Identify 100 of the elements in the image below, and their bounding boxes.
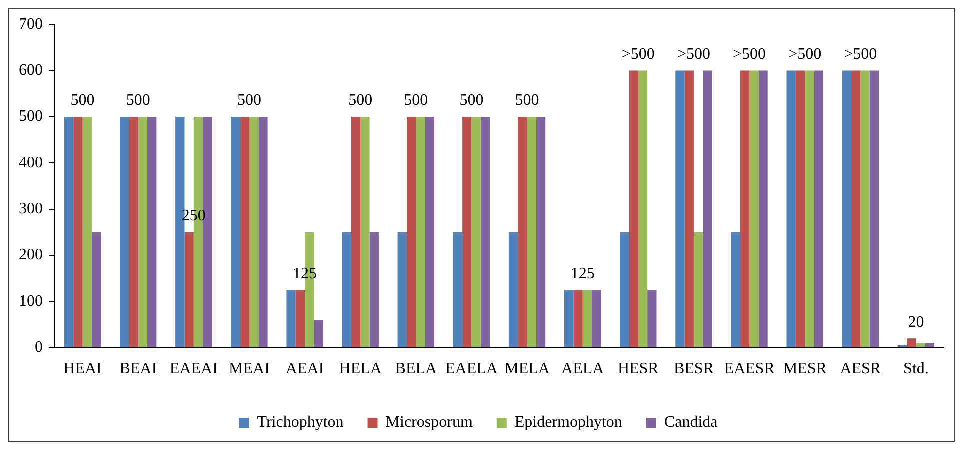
- bar: [249, 116, 259, 348]
- bar: [82, 116, 92, 348]
- x-tick-label: MESR: [783, 360, 828, 378]
- bar: [351, 116, 361, 348]
- x-tick-label: BEAI: [120, 360, 158, 378]
- bar: [648, 290, 657, 348]
- bar: [314, 320, 324, 348]
- bar: [398, 232, 407, 348]
- x-tick-label: MELA: [504, 360, 550, 378]
- bar: [814, 70, 824, 348]
- annotation: >500: [733, 46, 766, 63]
- bar: [64, 116, 74, 348]
- y-tick-label: 700: [19, 16, 43, 33]
- annotation: 250: [182, 208, 206, 225]
- x-tick-label: BELA: [395, 360, 438, 378]
- y-tick-label: 200: [19, 246, 43, 264]
- x-tick-label: HESR: [618, 360, 660, 378]
- annotation: >500: [788, 46, 822, 63]
- bar: [527, 116, 536, 348]
- bar: [518, 116, 528, 348]
- bar: [925, 343, 935, 348]
- annotation: 500: [348, 92, 373, 110]
- bar: [416, 116, 426, 348]
- x-tick-label: EAELA: [446, 360, 498, 378]
- bar: [296, 290, 306, 348]
- bar: [750, 70, 759, 348]
- bar: [92, 232, 102, 348]
- bar: [536, 116, 546, 348]
- bar: [638, 70, 648, 348]
- bar: [258, 116, 268, 348]
- x-tick-label: AELA: [562, 360, 605, 378]
- bar: [870, 70, 879, 348]
- annotation: >500: [844, 46, 878, 63]
- bar: [860, 70, 870, 348]
- y-tick-label: 600: [19, 62, 43, 79]
- x-tick-label: EAESR: [724, 360, 776, 378]
- bar: [472, 116, 481, 348]
- bar: [480, 116, 490, 348]
- bar: [582, 290, 592, 348]
- bar: [592, 290, 602, 348]
- bar: [370, 232, 379, 348]
- annotation: 20: [908, 314, 924, 331]
- bar: [240, 116, 250, 348]
- annotation: >500: [622, 46, 655, 63]
- x-tick-label: HELA: [339, 360, 382, 378]
- annotation: 500: [70, 92, 95, 110]
- annotation: 500: [515, 92, 540, 110]
- bar: [453, 232, 463, 348]
- bar: [129, 116, 138, 348]
- y-tick-label: 100: [19, 292, 43, 310]
- bar: [286, 290, 296, 348]
- bar: [740, 70, 750, 348]
- bar: [805, 70, 814, 348]
- legend-label: Trichophyton: [257, 414, 344, 432]
- y-tick-label: 400: [19, 154, 43, 172]
- bar: [684, 70, 694, 348]
- annotation: 500: [237, 92, 262, 110]
- x-tick-label: AEAI: [286, 360, 324, 378]
- annotation: >500: [677, 46, 710, 63]
- bar: [574, 290, 583, 348]
- legend-label: Microsporum: [386, 414, 474, 432]
- bar: [796, 70, 806, 348]
- bar: [564, 290, 574, 348]
- bar: [425, 116, 434, 348]
- bar: [120, 116, 130, 348]
- bar: [758, 70, 768, 348]
- x-tick-label: EAEAI: [170, 360, 218, 378]
- y-tick-label: 300: [19, 200, 43, 218]
- x-tick-label: HEAI: [64, 360, 102, 378]
- bar: [462, 116, 472, 348]
- bar: [703, 70, 712, 348]
- bar: [184, 232, 194, 348]
- legend-label: Candida: [664, 414, 718, 432]
- annotation: 500: [460, 92, 484, 110]
- bar: [842, 70, 852, 348]
- bar: [907, 338, 916, 348]
- bar: [851, 70, 861, 348]
- bar: [731, 232, 740, 348]
- annotation: 125: [570, 265, 595, 282]
- bar: [694, 232, 704, 348]
- bar: [629, 70, 638, 348]
- bar: [508, 232, 518, 348]
- x-tick-label: MEAI: [229, 360, 270, 378]
- bar: [620, 232, 630, 348]
- annotation: 500: [404, 92, 428, 110]
- annotation: 500: [126, 92, 150, 110]
- bar: [74, 116, 83, 348]
- bar: [916, 343, 926, 348]
- bar: [406, 116, 416, 348]
- bar: [360, 116, 370, 348]
- y-tick-label: 500: [19, 108, 43, 126]
- bar: [231, 116, 240, 348]
- x-tick-label: BESR: [674, 360, 714, 378]
- bar: [148, 116, 157, 348]
- bar: [676, 70, 685, 348]
- bar: [786, 70, 796, 348]
- legend-label: Epidermophyton: [514, 414, 622, 432]
- y-tick-label: 0: [35, 339, 43, 356]
- x-tick-label: AESR: [840, 360, 882, 378]
- bar: [138, 116, 148, 348]
